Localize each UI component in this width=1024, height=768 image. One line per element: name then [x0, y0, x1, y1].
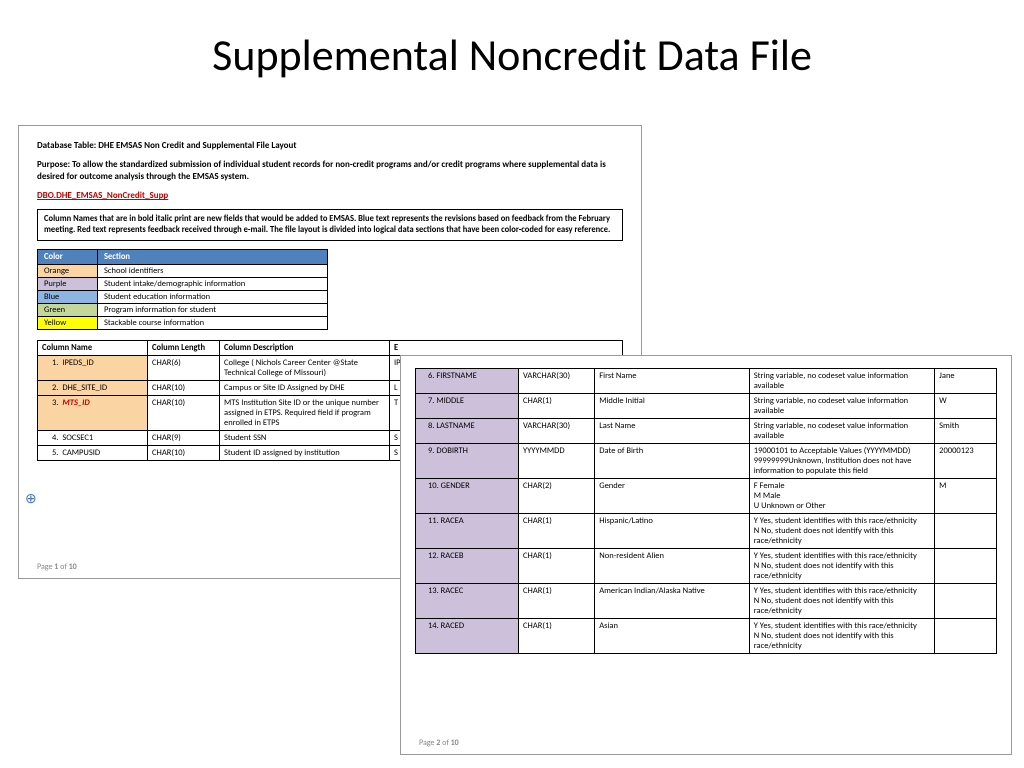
table-row: 14. RACEDCHAR(1)AsianY Yes, student iden…: [416, 619, 997, 654]
table-header-cell: Column Description: [220, 341, 390, 356]
doc-page-2: 6. FIRSTNAMEVARCHAR(30)First NameString …: [400, 355, 1012, 755]
legend-row: BlueStudent education information: [38, 291, 328, 304]
infobox: Column Names that are in bold italic pri…: [37, 209, 623, 241]
table-row: 6. FIRSTNAMEVARCHAR(30)First NameString …: [416, 369, 997, 394]
table-header-cell: E: [390, 341, 623, 356]
legend-header-cell: Section: [98, 250, 328, 265]
page2-data-table: 6. FIRSTNAMEVARCHAR(30)First NameString …: [415, 368, 997, 654]
table-header-cell: Column Name: [38, 341, 148, 356]
table-row: 8. LASTNAMEVARCHAR(30)Last NameString va…: [416, 419, 997, 444]
legend-row: YellowStackable course information: [38, 317, 328, 330]
legend-row: GreenProgram information for student: [38, 304, 328, 317]
table-row: 12. RACEBCHAR(1)Non-resident AlienY Yes,…: [416, 549, 997, 584]
slide-title: Supplemental Noncredit Data File: [0, 28, 1024, 82]
legend-table: ColorSection OrangeSchool identifiersPur…: [37, 249, 328, 330]
table-row: 13. RACECCHAR(1)American Indian/Alaska N…: [416, 584, 997, 619]
legend-row: PurpleStudent intake/demographic informa…: [38, 278, 328, 291]
db-link[interactable]: DBO.DHE_EMSAS_NonCredit_Supp: [37, 190, 623, 201]
page2-footer: Page 2 of 10: [419, 738, 459, 748]
legend-row: OrangeSchool identifiers: [38, 265, 328, 278]
table-row: 10. GENDERCHAR(2)GenderF Female M Male U…: [416, 479, 997, 514]
purpose-text: Purpose: To allow the standardized submi…: [37, 159, 623, 182]
table-row: 7. MIDDLECHAR(1)Middle InitialString var…: [416, 394, 997, 419]
legend-header-cell: Color: [38, 250, 98, 265]
db-table-heading: Database Table: DHE EMSAS Non Credit and…: [37, 140, 623, 151]
table-row: 11. RACEACHAR(1)Hispanic/LatinoY Yes, st…: [416, 514, 997, 549]
page1-footer: Page 1 of 10: [37, 562, 77, 572]
table-header-cell: Column Length: [148, 341, 220, 356]
anchor-icon: ⊕: [25, 490, 37, 507]
table-row: 9. DOBIRTHYYYYMMDDDate of Birth19000101 …: [416, 444, 997, 479]
